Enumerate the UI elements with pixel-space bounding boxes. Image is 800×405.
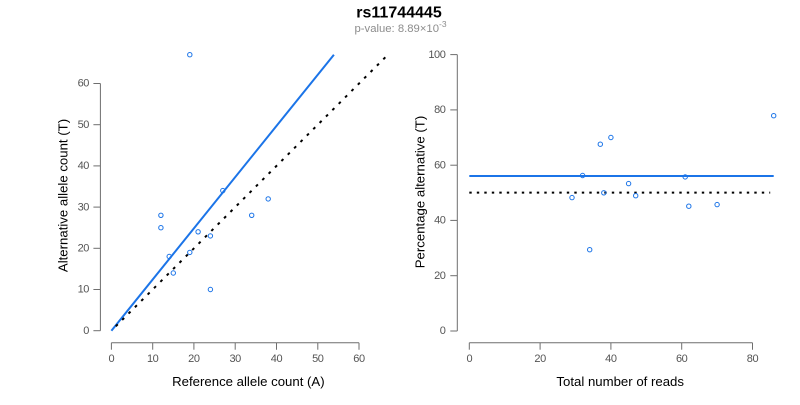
svg-text:0: 0	[83, 325, 89, 337]
svg-text:20: 20	[534, 353, 546, 365]
svg-text:Alternative allele count (T): Alternative allele count (T)	[56, 119, 71, 272]
svg-text:20: 20	[78, 243, 90, 255]
svg-text:30: 30	[229, 353, 241, 365]
svg-text:50: 50	[312, 353, 324, 365]
svg-text:40: 40	[434, 215, 446, 227]
svg-text:40: 40	[605, 353, 617, 365]
svg-text:0: 0	[440, 325, 446, 337]
svg-text:40: 40	[271, 353, 283, 365]
svg-text:0: 0	[466, 353, 472, 365]
svg-text:100: 100	[428, 49, 445, 61]
svg-text:40: 40	[78, 160, 90, 172]
svg-text:30: 30	[78, 201, 90, 213]
svg-text:Reference allele count (A): Reference allele count (A)	[172, 374, 324, 389]
svg-text:20: 20	[188, 353, 200, 365]
svg-text:80: 80	[434, 104, 446, 116]
svg-text:10: 10	[78, 284, 90, 296]
svg-text:20: 20	[434, 270, 446, 282]
svg-text:Total number of reads: Total number of reads	[556, 374, 684, 389]
svg-text:60: 60	[676, 353, 688, 365]
svg-text:50: 50	[78, 119, 90, 131]
svg-text:rs11744445: rs11744445	[356, 5, 442, 22]
svg-text:Percentage alternative (T): Percentage alternative (T)	[413, 116, 428, 268]
svg-text:0: 0	[109, 353, 115, 365]
svg-text:80: 80	[747, 353, 759, 365]
svg-text:60: 60	[78, 78, 90, 90]
svg-text:60: 60	[434, 159, 446, 171]
svg-text:p-value: 8.89×10-3: p-value: 8.89×10-3	[355, 19, 447, 35]
svg-text:10: 10	[147, 353, 159, 365]
svg-text:60: 60	[353, 353, 365, 365]
